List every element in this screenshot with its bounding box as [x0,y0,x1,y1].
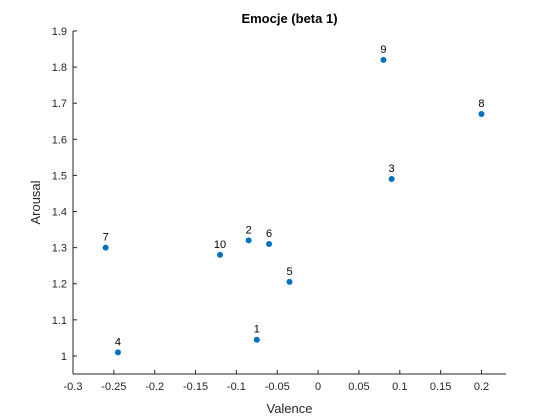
axes [72,31,506,375]
x-tick-label: -0.3 [64,381,83,393]
data-point-label: 10 [214,239,226,251]
data-point-3 [388,176,395,183]
x-axis-label: Valence [266,401,312,416]
chart-title: Emocje (beta 1) [241,11,337,26]
data-point-5 [286,278,293,285]
y-tick-label: 1.7 [52,98,67,110]
y-tick-label: 1.3 [52,243,67,255]
x-tick-label: -0.25 [101,381,126,393]
y-ticks: 1 1.1 1.2 1.3 1.4 1.5 1.6 1.7 1.8 1.9 [52,26,77,363]
data-point-2 [245,237,252,244]
x-tick-label: 0.1 [392,381,407,393]
data-point-10 [217,251,224,258]
y-tick-label: 1.5 [52,170,67,182]
data-point-label: 5 [286,266,292,278]
data-point-8 [478,111,485,118]
x-tick-label: 0 [315,381,321,393]
y-axis-label: Arousal [28,180,43,224]
x-tick-label: -0.1 [227,381,246,393]
x-tick-label: 0.15 [430,381,451,393]
data-point-label: 8 [478,98,484,110]
data-point-label: 4 [115,336,121,348]
data-point-label: 7 [103,232,109,244]
data-point-7 [102,244,109,251]
y-tick-label: 1.4 [52,207,67,219]
data-point-1 [253,336,260,343]
data-point-label: 9 [380,44,386,56]
x-tick-label: 0.2 [474,381,489,393]
data-point-9 [380,56,387,63]
data-point-label: 1 [254,324,260,336]
data-point-label: 2 [246,224,252,236]
x-tick-label: -0.2 [145,381,164,393]
y-tick-label: 1 [61,351,67,363]
data-point-4 [114,349,121,356]
x-tick-label: -0.05 [265,381,290,393]
data-point-label: 6 [266,228,272,240]
data-point-label: 3 [389,163,395,175]
y-tick-label: 1.6 [52,134,67,146]
data-points: 1 2 3 4 5 6 7 8 9 10 [102,44,485,356]
x-tick-label: -0.15 [183,381,208,393]
x-tick-label: 0.05 [348,381,369,393]
y-tick-label: 1.8 [52,62,67,74]
x-ticks: -0.3 -0.25 -0.2 -0.15 -0.1 -0.05 0 0.05 0.1 0.15 0… [64,370,489,393]
y-tick-label: 1.2 [52,279,67,291]
y-tick-label: 1.9 [52,26,67,38]
y-tick-label: 1.1 [52,315,67,327]
data-point-6 [266,241,273,248]
